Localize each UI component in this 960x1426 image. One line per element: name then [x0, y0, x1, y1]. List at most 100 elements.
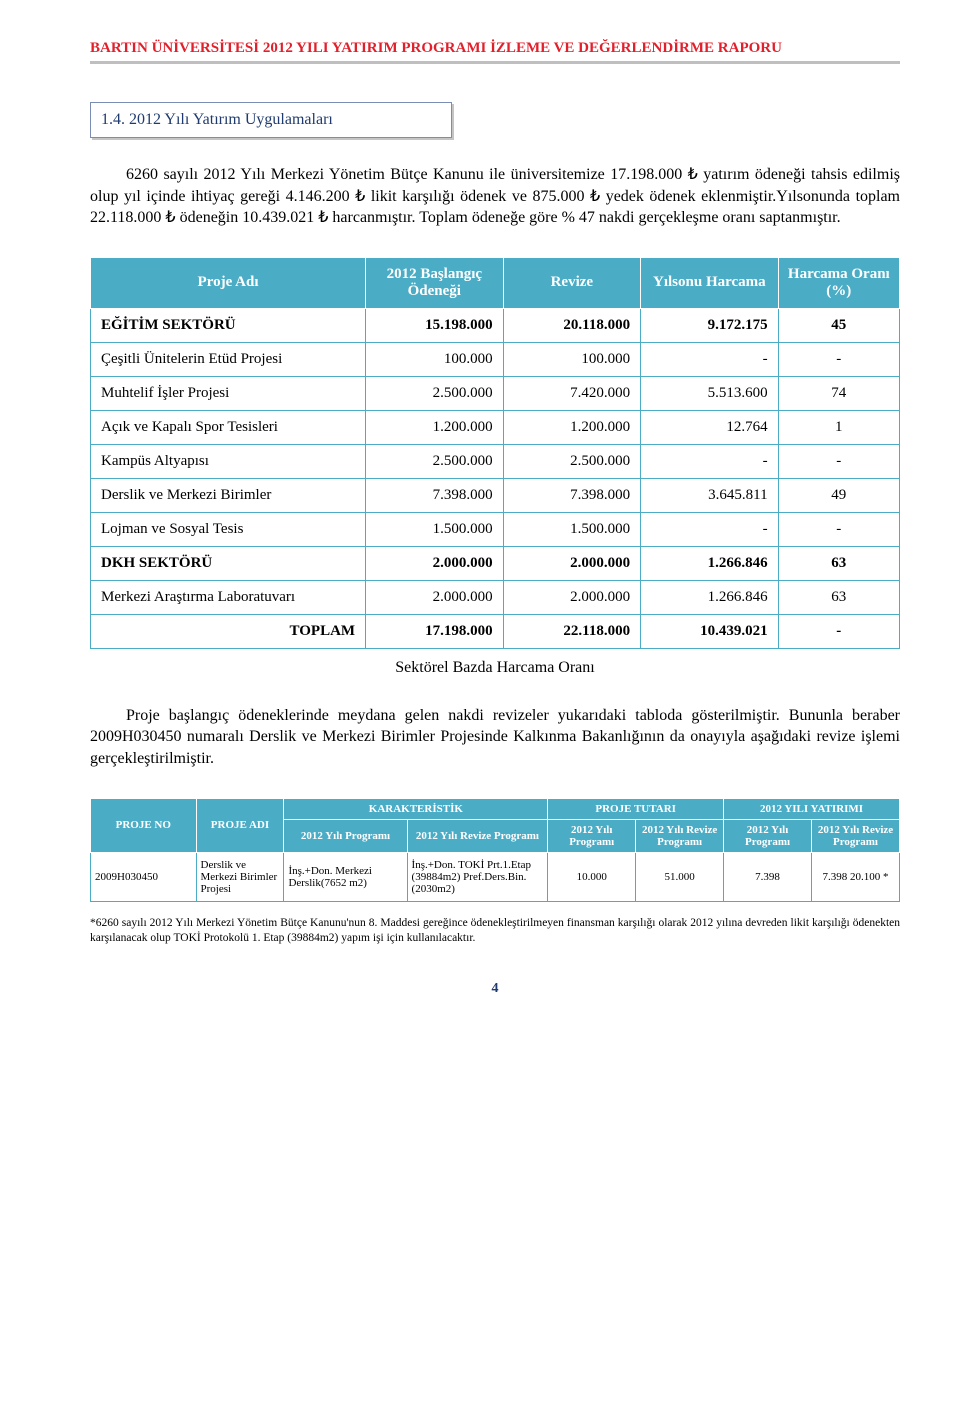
- table-cell: 15.198.000: [366, 308, 504, 342]
- table-row: Derslik ve Merkezi Birimler7.398.0007.39…: [91, 478, 900, 512]
- table-cell: 63: [778, 580, 899, 614]
- table-cell: 2.500.000: [503, 444, 641, 478]
- cell-k1: İnş.+Don. Merkezi Derslik(7652 m2): [284, 852, 407, 901]
- paragraph-1-text: 6260 sayılı 2012 Yılı Merkezi Yönetim Bü…: [90, 166, 900, 226]
- table-cell: 12.764: [641, 410, 779, 444]
- col-baslangic: 2012 Başlangıç Ödeneği: [366, 257, 504, 308]
- table-cell: 7.398.000: [503, 478, 641, 512]
- col-yilsonu: Yılsonu Harcama: [641, 257, 779, 308]
- table-cell: 63: [778, 546, 899, 580]
- table-cell: 1.500.000: [503, 512, 641, 546]
- table-cell: 3.645.811: [641, 478, 779, 512]
- page: BARTIN ÜNİVERSİTESİ 2012 YILI YATIRIM PR…: [0, 0, 960, 1027]
- table-cell: 2.000.000: [503, 580, 641, 614]
- subcol-proje-adi: PROJE ADI: [196, 798, 284, 852]
- subcol-t2: 2012 Yılı Revize Programı: [636, 819, 724, 852]
- subcol-proje-tutari: PROJE TUTARI: [548, 798, 724, 819]
- main-table-head: Proje Adı 2012 Başlangıç Ödeneği Revize …: [91, 257, 900, 308]
- table-cell: Muhtelif İşler Projesi: [91, 376, 366, 410]
- cell-k2: İnş.+Don. TOKİ Prt.1.Etap (39884m2) Pref…: [407, 852, 548, 901]
- table-cell: -: [778, 342, 899, 376]
- table-cell: 2.000.000: [366, 580, 504, 614]
- table-cell: -: [641, 512, 779, 546]
- cell-t1: 10.000: [548, 852, 636, 901]
- main-table-body: EĞİTİM SEKTÖRÜ15.198.00020.118.0009.172.…: [91, 308, 900, 648]
- table-cell: 9.172.175: [641, 308, 779, 342]
- table-cell: 1: [778, 410, 899, 444]
- table-cell: -: [778, 512, 899, 546]
- table-cell: 100.000: [503, 342, 641, 376]
- main-table-caption: Sektörel Bazda Harcama Oranı: [90, 659, 900, 677]
- table-cell: 22.118.000: [503, 614, 641, 648]
- subcol-proje-no: PROJE NO: [91, 798, 197, 852]
- table-row: Açık ve Kapalı Spor Tesisleri1.200.0001.…: [91, 410, 900, 444]
- sub-table-head: PROJE NO PROJE ADI KARAKTERİSTİK PROJE T…: [91, 798, 900, 852]
- section-title-box: 1.4. 2012 Yılı Yatırım Uygulamaları: [90, 102, 452, 138]
- table-cell: 1.266.846: [641, 580, 779, 614]
- table-cell: 20.118.000: [503, 308, 641, 342]
- table-row: EĞİTİM SEKTÖRÜ15.198.00020.118.0009.172.…: [91, 308, 900, 342]
- col-oran: Harcama Oranı (%): [778, 257, 899, 308]
- paragraph-1: 6260 sayılı 2012 Yılı Merkezi Yönetim Bü…: [90, 164, 900, 229]
- subcol-k2: 2012 Yılı Revize Programı: [407, 819, 548, 852]
- table-cell: 1.266.846: [641, 546, 779, 580]
- col-revize: Revize: [503, 257, 641, 308]
- table-cell: 10.439.021: [641, 614, 779, 648]
- table-row: Lojman ve Sosyal Tesis1.500.0001.500.000…: [91, 512, 900, 546]
- table-cell: 2.000.000: [503, 546, 641, 580]
- table-cell: Merkezi Araştırma Laboratuvarı: [91, 580, 366, 614]
- table-cell: -: [641, 444, 779, 478]
- table-row: Merkezi Araştırma Laboratuvarı2.000.0002…: [91, 580, 900, 614]
- table-row: Çeşitli Ünitelerin Etüd Projesi100.00010…: [91, 342, 900, 376]
- table-row: Muhtelif İşler Projesi2.500.0007.420.000…: [91, 376, 900, 410]
- col-proje-adi: Proje Adı: [91, 257, 366, 308]
- paragraph-2: Proje başlangıç ödeneklerinde meydana ge…: [90, 705, 900, 770]
- subcol-k1: 2012 Yılı Programı: [284, 819, 407, 852]
- table-cell: 17.198.000: [366, 614, 504, 648]
- page-number: 4: [90, 981, 900, 997]
- table-cell: 5.513.600: [641, 376, 779, 410]
- table-cell: 2.500.000: [366, 376, 504, 410]
- subcol-2012-yatirimi: 2012 YILI YATIRIMI: [724, 798, 900, 819]
- cell-y1: 7.398: [724, 852, 812, 901]
- table-cell: -: [641, 342, 779, 376]
- sub-table-row: 2009H030450 Derslik ve Merkezi Birimler …: [91, 852, 900, 901]
- section-title: 1.4. 2012 Yılı Yatırım Uygulamaları: [101, 111, 333, 128]
- table-cell: 45: [778, 308, 899, 342]
- table-cell: -: [778, 614, 899, 648]
- table-cell: Çeşitli Ünitelerin Etüd Projesi: [91, 342, 366, 376]
- paragraph-2-text: Proje başlangıç ödeneklerinde meydana ge…: [90, 707, 900, 767]
- table-cell: Lojman ve Sosyal Tesis: [91, 512, 366, 546]
- cell-y2: 7.398 20.100 *: [812, 852, 900, 901]
- table-cell: TOPLAM: [91, 614, 366, 648]
- sub-table: PROJE NO PROJE ADI KARAKTERİSTİK PROJE T…: [90, 798, 900, 902]
- table-row: Kampüs Altyapısı2.500.0002.500.000--: [91, 444, 900, 478]
- table-cell: Derslik ve Merkezi Birimler: [91, 478, 366, 512]
- cell-t2: 51.000: [636, 852, 724, 901]
- table-row: TOPLAM17.198.00022.118.00010.439.021-: [91, 614, 900, 648]
- table-cell: EĞİTİM SEKTÖRÜ: [91, 308, 366, 342]
- table-cell: 2.000.000: [366, 546, 504, 580]
- table-row: DKH SEKTÖRÜ2.000.0002.000.0001.266.84663: [91, 546, 900, 580]
- table-cell: 1.200.000: [366, 410, 504, 444]
- table-cell: DKH SEKTÖRÜ: [91, 546, 366, 580]
- table-cell: 100.000: [366, 342, 504, 376]
- footnote: *6260 sayılı 2012 Yılı Merkezi Yönetim B…: [90, 916, 900, 946]
- subcol-karakteristik: KARAKTERİSTİK: [284, 798, 548, 819]
- subcol-t1: 2012 Yılı Programı: [548, 819, 636, 852]
- table-cell: 7.398.000: [366, 478, 504, 512]
- table-cell: 7.420.000: [503, 376, 641, 410]
- table-cell: -: [778, 444, 899, 478]
- cell-adi: Derslik ve Merkezi Birimler Projesi: [196, 852, 284, 901]
- table-cell: 74: [778, 376, 899, 410]
- table-cell: Açık ve Kapalı Spor Tesisleri: [91, 410, 366, 444]
- subcol-y1: 2012 Yılı Programı: [724, 819, 812, 852]
- table-cell: 2.500.000: [366, 444, 504, 478]
- main-table: Proje Adı 2012 Başlangıç Ödeneği Revize …: [90, 257, 900, 649]
- cell-no: 2009H030450: [91, 852, 197, 901]
- report-header: BARTIN ÜNİVERSİTESİ 2012 YILI YATIRIM PR…: [90, 40, 900, 64]
- table-cell: 1.200.000: [503, 410, 641, 444]
- sub-table-body: 2009H030450 Derslik ve Merkezi Birimler …: [91, 852, 900, 901]
- subcol-y2: 2012 Yılı Revize Programı: [812, 819, 900, 852]
- table-cell: Kampüs Altyapısı: [91, 444, 366, 478]
